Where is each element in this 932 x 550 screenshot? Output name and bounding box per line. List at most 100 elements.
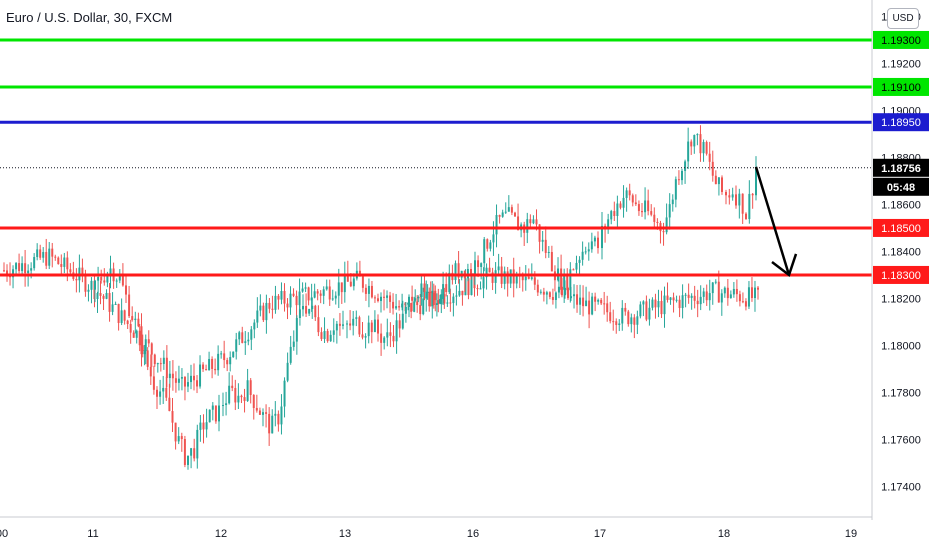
candle-body (106, 274, 109, 283)
candle-body (325, 286, 328, 290)
arrow-shaft (754, 166, 791, 276)
candle-body (550, 251, 553, 272)
candle-body (54, 256, 57, 258)
candle-body (624, 307, 627, 312)
candle-body (448, 272, 451, 293)
candle-body (671, 199, 674, 205)
candle-body (547, 251, 550, 253)
candle-body (138, 330, 141, 346)
candle-body (247, 339, 250, 342)
candle-body (600, 299, 603, 304)
candle-body (292, 341, 295, 347)
candle-body (383, 337, 386, 343)
candle-body (225, 403, 228, 406)
candle-body (579, 297, 582, 305)
candle-body (506, 271, 509, 284)
candle-body (477, 260, 480, 267)
time-tick-label: 12 (215, 528, 227, 540)
last-price-badge: 1.18756 (873, 158, 929, 177)
candle-body (663, 295, 666, 315)
candle-body (601, 225, 603, 249)
level-price-labels: 1.19300 1.19100 1.18950 1.18500 1.18300 (873, 30, 929, 284)
candle-body (150, 343, 153, 355)
candle-body (714, 175, 717, 185)
candle-body (18, 263, 21, 272)
candle-body (205, 369, 208, 371)
candle-body (495, 214, 498, 235)
candle-body (442, 284, 445, 300)
level-label: 1.19100 (881, 82, 921, 94)
candle-body (751, 193, 754, 196)
candle-body (317, 317, 320, 333)
candle-body (144, 339, 147, 352)
candle-body (432, 292, 435, 306)
candle-body (286, 303, 289, 308)
candle-body (228, 385, 231, 404)
candle-body (419, 305, 422, 315)
candle-body (177, 436, 180, 442)
candle-body (295, 318, 298, 342)
candle-body (316, 291, 319, 294)
candle-body (446, 302, 449, 304)
candle-body (187, 455, 189, 465)
candle-body (619, 203, 622, 208)
candle-body (177, 378, 180, 383)
candle-body (103, 280, 106, 283)
candle-body (711, 282, 714, 294)
candle-body (566, 274, 569, 291)
candle-body (180, 436, 183, 440)
candle-body (572, 269, 575, 271)
candle-body (102, 295, 105, 299)
candle-body (51, 248, 54, 257)
candle-body (705, 141, 708, 154)
price-tick-label: 1.18400 (881, 246, 921, 258)
candle-body (554, 292, 557, 300)
candle-body (411, 296, 414, 301)
candle-body (186, 382, 189, 387)
candle-body (168, 373, 171, 379)
candle-body (235, 339, 238, 352)
candle-body (517, 216, 520, 231)
currency-button[interactable]: USD (887, 8, 919, 29)
candle-body (669, 297, 672, 300)
candle-body (633, 317, 636, 325)
chart-title: Euro / U.S. Dollar, 30, FXCM (6, 10, 173, 25)
candle-body (30, 268, 33, 271)
candle-body (322, 289, 325, 296)
candle-body (476, 288, 479, 290)
candle-body (377, 319, 379, 334)
candle-body (171, 411, 174, 423)
candle-body (747, 287, 750, 307)
candle-body (668, 204, 671, 218)
candle-body (81, 267, 84, 275)
candle-body (292, 293, 295, 296)
candle-body (289, 346, 292, 363)
candle-body (331, 298, 334, 300)
candle-body (720, 293, 723, 303)
candle-body (129, 323, 132, 333)
candle-body (24, 263, 27, 274)
candle-body (654, 299, 657, 308)
candle-body (156, 363, 159, 365)
candle-body (420, 283, 423, 298)
candle-body (268, 302, 271, 309)
candle-body (610, 211, 613, 220)
candle-body (656, 221, 659, 223)
candle-body (731, 194, 734, 198)
candle-body (389, 332, 392, 336)
candle-body (214, 405, 217, 422)
candle-body (346, 273, 349, 282)
candle-body (474, 260, 476, 276)
candle-body (757, 287, 759, 290)
candle-body (214, 368, 217, 371)
candle-body (521, 276, 524, 281)
candle-body (352, 278, 355, 287)
candle-body (726, 287, 729, 299)
candle-body (594, 296, 597, 302)
candle-body (690, 295, 693, 298)
candle-body (171, 373, 174, 379)
price-tick-label: 1.18600 (881, 199, 921, 211)
candle-body (735, 288, 738, 295)
candle-body (268, 413, 271, 434)
